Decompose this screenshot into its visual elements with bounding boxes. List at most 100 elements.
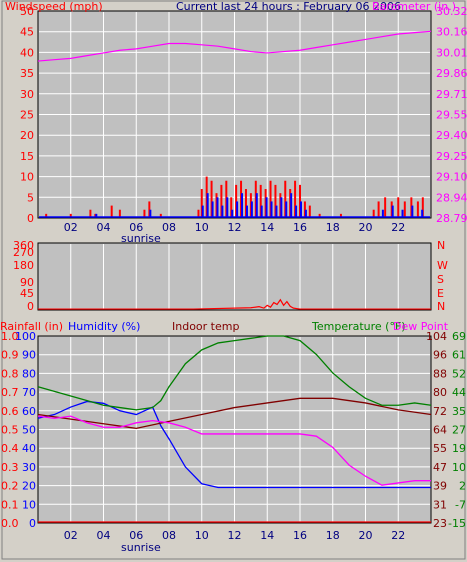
wind-y-tick-label: 10 xyxy=(20,171,34,184)
direction-compass-label: E xyxy=(437,287,444,300)
barometer-y-tick-label: 30.32 xyxy=(436,5,467,18)
barometer-header: Barometer (in.) xyxy=(372,0,456,13)
rain-y-tick-label: 0.6 xyxy=(1,405,19,418)
x-tick-label: 10 xyxy=(195,529,209,542)
rain-y-tick-label: 0.1 xyxy=(1,498,19,511)
dew-y-tick-label: 2 xyxy=(459,480,466,493)
rain-y-tick-label: 0.5 xyxy=(1,424,19,437)
sunrise-label-bottom: sunrise xyxy=(121,541,161,554)
barometer-y-tick-label: 30.16 xyxy=(436,26,467,39)
direction-y-tick-label: 180 xyxy=(13,259,34,272)
barometer-y-tick-label: 29.40 xyxy=(436,129,467,142)
barometer-y-tick-label: 28.94 xyxy=(436,191,467,204)
barometer-y-tick-label: 30.01 xyxy=(436,46,467,59)
barometer-line xyxy=(37,30,432,62)
x-tick-label: 04 xyxy=(97,221,111,234)
rain-y-tick-label: 0.9 xyxy=(1,349,19,362)
wind-y-tick-label: 45 xyxy=(20,26,34,39)
wind-y-tick-label: 50 xyxy=(20,5,34,18)
barometer-y-tick-label: 29.10 xyxy=(436,171,467,184)
temp-y-tick-label: 39 xyxy=(433,480,447,493)
wind-y-tick-label: 0 xyxy=(27,212,34,225)
x-tick-label: 14 xyxy=(260,221,274,234)
humidity-y-tick-label: 70 xyxy=(22,386,36,399)
temp-y-tick-label: 88 xyxy=(433,367,447,380)
temp-y-tick-label: 72 xyxy=(433,405,447,418)
humidity-y-tick-label: 20 xyxy=(22,480,36,493)
x-tick-label: 14 xyxy=(260,529,274,542)
x-tick-label: 02 xyxy=(64,529,78,542)
temperature-line xyxy=(37,335,432,411)
dew-y-tick-label: 19 xyxy=(452,442,466,455)
x-tick-label: 20 xyxy=(359,221,373,234)
wind-y-tick-label: 40 xyxy=(20,46,34,59)
direction-line xyxy=(38,298,431,310)
rain-y-tick-label: 0.2 xyxy=(1,480,19,493)
direction-y-tick-label: 45 xyxy=(20,287,34,300)
rainfall-header: Rainfall (in) xyxy=(0,320,63,333)
x-tick-label: 04 xyxy=(97,529,111,542)
wind-y-tick-label: 20 xyxy=(20,129,34,142)
humidity-y-tick-label: 100 xyxy=(15,330,36,343)
barometer-y-tick-label: 29.25 xyxy=(436,150,467,163)
temp-y-tick-label: 55 xyxy=(433,442,447,455)
temp-y-tick-label: 47 xyxy=(433,461,447,474)
humidity-y-tick-label: 60 xyxy=(22,405,36,418)
direction-compass-label: N xyxy=(437,239,445,252)
indoor-temp-header: Indoor temp xyxy=(172,320,239,333)
direction-compass-label: S xyxy=(437,273,444,286)
barometer-y-tick-label: 29.55 xyxy=(436,109,467,122)
temp-y-tick-label: 31 xyxy=(433,498,447,511)
wind-y-tick-label: 5 xyxy=(27,191,34,204)
dew-y-tick-label: -15 xyxy=(448,517,466,530)
rain-y-tick-label: 0.4 xyxy=(1,442,19,455)
wind-y-tick-label: 25 xyxy=(20,109,34,122)
dewpoint-line xyxy=(37,415,431,486)
x-tick-label: 18 xyxy=(326,529,340,542)
x-tick-label: 10 xyxy=(195,221,209,234)
rain-y-tick-label: 0.3 xyxy=(1,461,19,474)
rain-y-tick-label: 0.8 xyxy=(1,367,19,380)
temp-y-tick-label: 64 xyxy=(433,424,447,437)
humidity-y-tick-label: 90 xyxy=(22,349,36,362)
dew-y-tick-label: 52 xyxy=(452,367,466,380)
x-tick-label: 16 xyxy=(293,529,307,542)
x-tick-label: 16 xyxy=(293,221,307,234)
dewpoint-header: Dew Point xyxy=(393,320,449,333)
dew-y-tick-label: 61 xyxy=(452,349,466,362)
windspeed-header: Windspeed (mph) xyxy=(5,0,103,13)
x-tick-label: 08 xyxy=(162,529,176,542)
humidity-header: Humidity (%) xyxy=(68,320,140,333)
direction-y-tick-label: 90 xyxy=(20,276,34,289)
x-tick-label: 02 xyxy=(64,221,78,234)
direction-compass-label: N xyxy=(437,300,445,313)
barometer-y-tick-label: 29.86 xyxy=(436,67,467,80)
x-tick-label: 08 xyxy=(162,221,176,234)
dew-y-tick-label: 27 xyxy=(452,424,466,437)
temp-y-tick-label: 96 xyxy=(433,349,447,362)
barometer-y-tick-label: 28.79 xyxy=(436,212,467,225)
rain-y-tick-label: 0.0 xyxy=(1,517,19,530)
direction-compass-label: W xyxy=(437,259,448,272)
wind-y-tick-label: 30 xyxy=(20,88,34,101)
dew-y-tick-label: 69 xyxy=(452,330,466,343)
dew-y-tick-label: 10 xyxy=(452,461,466,474)
temp-y-tick-label: 80 xyxy=(433,386,447,399)
wind-y-tick-label: 35 xyxy=(20,67,34,80)
dew-y-tick-label: -7 xyxy=(455,498,466,511)
direction-y-tick-label: 270 xyxy=(13,246,34,259)
humidity-y-tick-label: 40 xyxy=(22,442,36,455)
humidity-y-tick-label: 80 xyxy=(22,367,36,380)
x-tick-label: 06 xyxy=(129,221,143,234)
humidity-y-tick-label: 30 xyxy=(22,461,36,474)
humidity-y-tick-label: 10 xyxy=(22,498,36,511)
rain-y-tick-label: 1.0 xyxy=(1,330,19,343)
x-tick-label: 22 xyxy=(391,221,405,234)
x-tick-label: 20 xyxy=(359,529,373,542)
x-tick-label: 12 xyxy=(228,221,242,234)
humidity-y-tick-label: 50 xyxy=(22,424,36,437)
direction-y-tick-label: 360 xyxy=(13,239,34,252)
period-header: Current last 24 hours : February 06 2006 xyxy=(176,0,401,13)
